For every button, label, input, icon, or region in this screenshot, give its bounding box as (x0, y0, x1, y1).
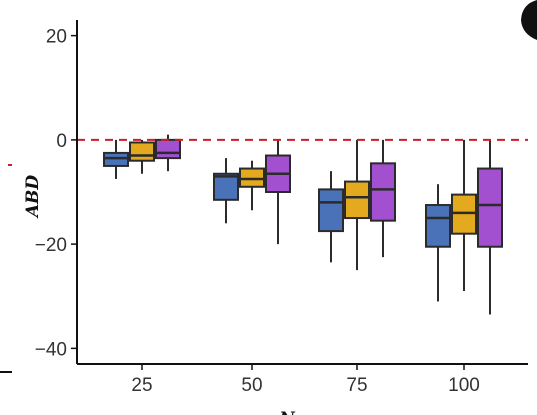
y-tick-label: 0 (56, 131, 67, 152)
x-tick-label: 100 (448, 375, 480, 396)
box-body (425, 204, 451, 248)
y-tick-label: −40 (35, 339, 67, 360)
box-body (477, 167, 503, 248)
y-axis-label: ABD (23, 175, 43, 220)
x-tick-label: 75 (346, 375, 367, 396)
box-body (344, 180, 370, 220)
box-body (213, 172, 239, 201)
box-25-series-2 (129, 139, 155, 174)
box-body (239, 167, 265, 188)
box-series-group (103, 134, 503, 315)
box-100-series-3 (477, 139, 503, 315)
box-body (129, 141, 155, 162)
box-body (451, 193, 477, 235)
x-tick-label: 25 (131, 375, 152, 396)
box-50-series-3 (265, 139, 291, 245)
box-100-series-2 (451, 139, 477, 292)
box-25-series-1 (103, 139, 129, 179)
box-50-series-2 (239, 160, 265, 211)
box-body (318, 188, 344, 233)
box-75-series-1 (318, 171, 344, 263)
box-100-series-1 (425, 184, 451, 302)
x-axis-label: N (278, 409, 296, 415)
box-body (103, 151, 129, 167)
box-75-series-2 (344, 139, 370, 271)
x-tick-label: 50 (241, 375, 262, 396)
y-axis-ticks: 20 0 −20 −40 (35, 27, 77, 360)
y-tick-label: 20 (46, 27, 67, 48)
panel-letter-fragment (521, 0, 537, 40)
box-50-series-1 (213, 158, 239, 224)
box-body (370, 162, 396, 222)
x-axis-ticks: 25 50 75 100 (131, 364, 480, 396)
box-body (155, 138, 181, 160)
box-75-series-3 (370, 139, 396, 258)
y-tick-label: −20 (35, 235, 67, 256)
